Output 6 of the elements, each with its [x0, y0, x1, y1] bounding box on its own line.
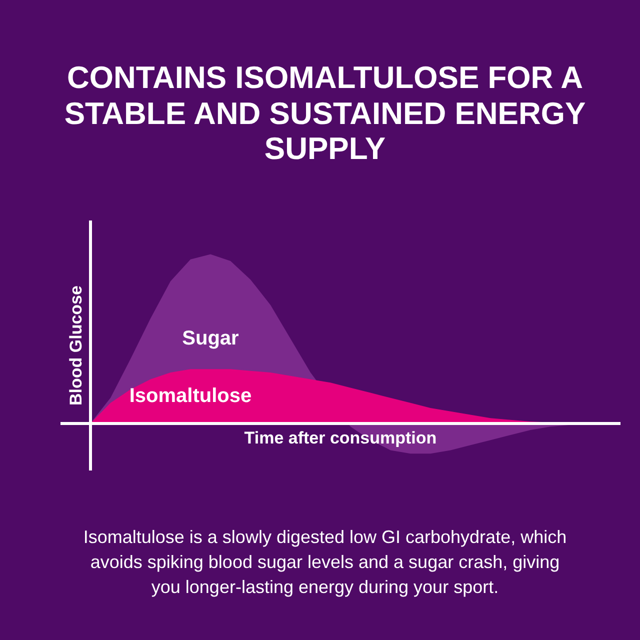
series-label: Isomaltulose [129, 385, 252, 408]
y-axis-title: Blood Glucose [66, 286, 86, 406]
text: Isomaltulose is a slowly digested low GI carbohydrate, which avoids spiking blood sugar levels and a sugar crash, giving you longer-lasting energy during your sport. [82, 526, 568, 600]
series-label: Sugar [182, 328, 240, 350]
x-axis-title: Time after consumption [244, 428, 437, 448]
chart-title: CONTAINS ISOMALTULOSE FOR A STABLE AND SUSTAINED ENERGY SUPPLY [63, 60, 587, 167]
